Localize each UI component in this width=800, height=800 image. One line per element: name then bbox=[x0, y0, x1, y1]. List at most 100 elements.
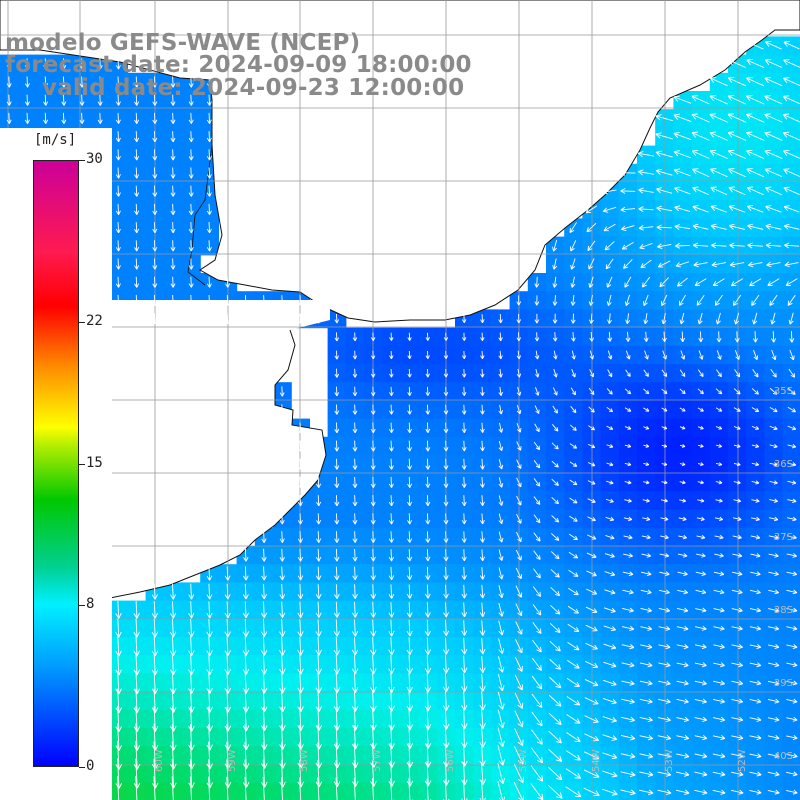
wind-arrow bbox=[134, 258, 140, 270]
wind-arrow bbox=[751, 388, 759, 395]
wind-arrow bbox=[479, 709, 486, 729]
wind-cell bbox=[782, 364, 800, 383]
wind-arrow bbox=[747, 242, 763, 249]
wind-arrow bbox=[548, 694, 562, 707]
wind-arrow bbox=[771, 331, 777, 343]
wind-arrow bbox=[225, 295, 231, 306]
wind-arrow bbox=[733, 407, 741, 412]
wind-arrow bbox=[407, 513, 413, 525]
wind-arrow bbox=[534, 332, 540, 342]
wind-arrow bbox=[170, 294, 176, 306]
wind-arrow bbox=[134, 276, 140, 288]
wind-arrow bbox=[746, 77, 765, 87]
wind-arrow bbox=[334, 422, 340, 434]
wind-arrow bbox=[297, 495, 303, 507]
wind-arrow bbox=[115, 294, 121, 306]
wind-arrow bbox=[551, 515, 560, 523]
wind-arrow bbox=[388, 584, 395, 599]
wind-arrow bbox=[785, 278, 798, 286]
wind-arrow bbox=[170, 185, 176, 197]
wind-arrow bbox=[152, 185, 158, 197]
wind-arrow bbox=[604, 571, 616, 577]
wind-arrow bbox=[642, 498, 650, 503]
wind-arrow bbox=[352, 495, 358, 507]
wind-arrow bbox=[782, 95, 800, 105]
wind-arrow bbox=[24, 112, 30, 124]
wind-arrow bbox=[134, 222, 140, 234]
wind-arrow bbox=[516, 441, 522, 451]
wind-arrow bbox=[623, 516, 633, 522]
wind-arrow bbox=[297, 531, 303, 543]
wind-arrow bbox=[170, 276, 176, 288]
wind-arrow bbox=[715, 312, 721, 325]
valid-date: valid date: 2024-09-23 12:00:00 bbox=[42, 75, 465, 101]
wind-arrow bbox=[786, 571, 798, 577]
wind-arrow bbox=[607, 313, 612, 324]
wind-arrow bbox=[115, 203, 121, 215]
wind-arrow bbox=[533, 532, 541, 542]
wind-arrow bbox=[479, 584, 486, 599]
wind-arrow bbox=[315, 566, 322, 581]
wind-arrow bbox=[764, 95, 783, 105]
wind-arrow bbox=[370, 619, 377, 637]
wind-arrow bbox=[315, 636, 322, 656]
wind-arrow bbox=[224, 618, 231, 638]
wind-arrow bbox=[261, 313, 267, 324]
wind-arrow bbox=[643, 407, 650, 412]
wind-arrow bbox=[79, 58, 85, 70]
wind-arrow bbox=[242, 619, 250, 637]
wind-arrow bbox=[640, 607, 652, 613]
wind-arrow bbox=[643, 369, 649, 377]
wind-arrow bbox=[764, 131, 783, 141]
wind-arrow bbox=[569, 497, 578, 504]
wind-arrow bbox=[589, 331, 594, 342]
wind-arrow bbox=[569, 515, 578, 522]
wind-arrow bbox=[134, 313, 140, 325]
wind-arrow bbox=[571, 350, 576, 360]
wind-arrow bbox=[605, 498, 614, 503]
wind-arrow bbox=[767, 680, 780, 686]
colorbar-gradient bbox=[33, 160, 79, 767]
wind-cell bbox=[600, 782, 620, 800]
wind-arrow bbox=[643, 388, 650, 395]
wind-arrow bbox=[786, 607, 798, 613]
wind-arrow bbox=[425, 495, 431, 507]
wind-arrow bbox=[694, 716, 708, 722]
wind-arrow bbox=[24, 76, 30, 88]
wind-arrow bbox=[479, 440, 485, 452]
wind-arrow bbox=[569, 461, 578, 467]
wind-arrow bbox=[188, 618, 195, 638]
wind-arrow bbox=[713, 625, 725, 631]
wind-arrow bbox=[315, 601, 322, 618]
wind-arrow bbox=[786, 589, 798, 595]
wind-arrow bbox=[569, 222, 577, 233]
wind-arrow bbox=[786, 662, 798, 668]
wind-arrow bbox=[679, 498, 687, 503]
wind-arrow bbox=[498, 332, 503, 342]
wind-arrow bbox=[498, 368, 503, 378]
wind-arrow bbox=[206, 94, 212, 106]
wind-arrow bbox=[261, 548, 267, 562]
wind-arrow bbox=[352, 566, 358, 581]
wind-arrow bbox=[676, 698, 689, 704]
wind-arrow bbox=[334, 458, 340, 470]
wind-arrow bbox=[279, 513, 285, 525]
wind-arrow bbox=[352, 601, 359, 618]
wind-arrow bbox=[570, 258, 576, 270]
wind-arrow bbox=[624, 425, 632, 430]
wind-arrow bbox=[789, 349, 795, 361]
wind-arrow bbox=[534, 405, 540, 414]
wind-arrow bbox=[479, 638, 486, 655]
wind-arrow bbox=[370, 495, 376, 507]
wind-arrow bbox=[767, 278, 780, 287]
wind-arrow bbox=[732, 534, 742, 540]
wind-arrow bbox=[660, 534, 669, 540]
wind-arrow bbox=[676, 625, 689, 631]
wind-arrow bbox=[498, 585, 504, 599]
wind-arrow bbox=[552, 313, 558, 324]
wind-arrow bbox=[297, 422, 303, 434]
wind-arrow bbox=[642, 294, 649, 307]
wind-arrow bbox=[480, 368, 485, 378]
wind-arrow bbox=[750, 534, 761, 540]
wind-arrow bbox=[352, 531, 358, 543]
